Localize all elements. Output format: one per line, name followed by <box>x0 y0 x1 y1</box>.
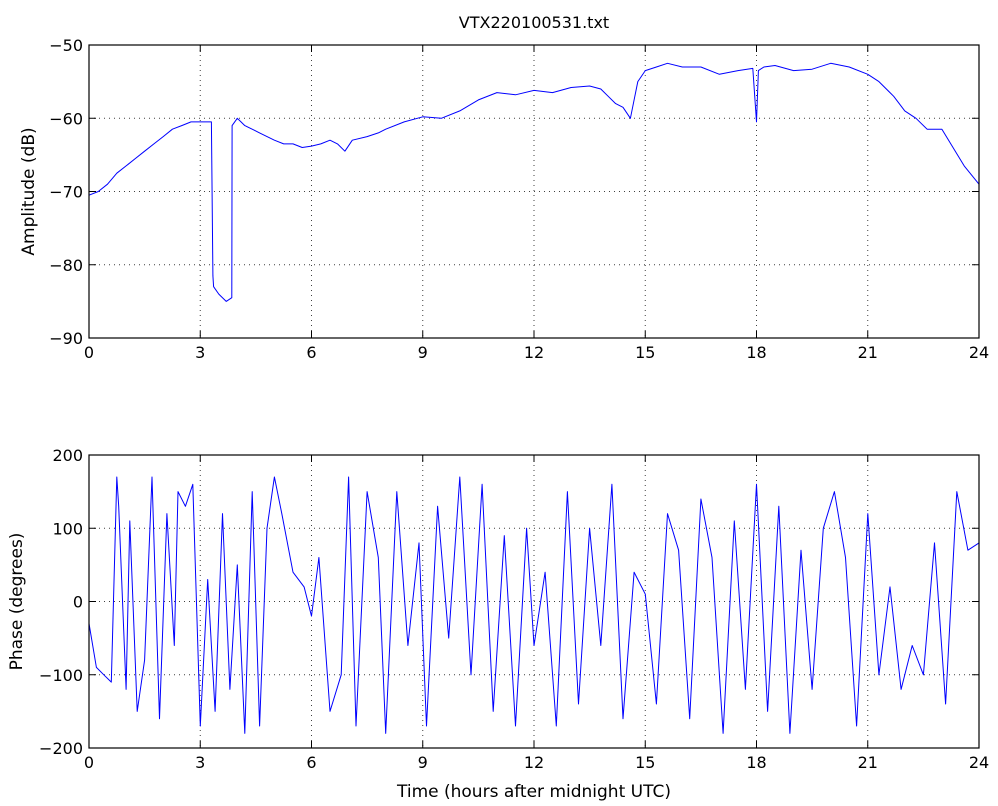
amplitude-grid <box>89 45 979 338</box>
amplitude-y-tick-label: −70 <box>49 183 83 202</box>
amplitude-series-layer <box>88 62 980 302</box>
amplitude-y-tick-label: −90 <box>49 329 83 348</box>
amplitude-y-tick-label: −50 <box>49 36 83 55</box>
phase-y-tick-label: 100 <box>52 519 83 538</box>
phase-series-layer <box>88 476 980 734</box>
amplitude-ticks: 0 3 6 9 12 15 18 21 24 −90 −80 −70 −60 −50 <box>49 36 989 362</box>
phase-series-line <box>88 476 980 734</box>
phase-x-tick-label: 24 <box>969 753 989 772</box>
amplitude-x-tick-label: 21 <box>858 343 878 362</box>
phase-x-tick-label: 12 <box>524 753 544 772</box>
chart-title: VTX220100531.txt <box>459 13 609 32</box>
phase-ticks: 0 3 6 9 12 15 18 21 24 −200 −100 0 100 200 <box>39 446 989 772</box>
phase-y-tick-label: 0 <box>73 593 83 612</box>
amplitude-x-tick-label: 15 <box>635 343 655 362</box>
phase-x-axis-label: Time (hours after midnight UTC) <box>396 782 671 802</box>
amplitude-y-tick-label: −60 <box>49 109 83 128</box>
amplitude-x-tick-label: 6 <box>306 343 316 362</box>
amplitude-x-tick-label: 24 <box>969 343 989 362</box>
amplitude-y-axis-label: Amplitude (dB) <box>19 127 39 255</box>
phase-panel: 0 3 6 9 12 15 18 21 24 −200 −100 0 100 200 Phase (deg… <box>7 446 989 802</box>
phase-y-tick-label: 200 <box>52 446 83 465</box>
phase-x-tick-label: 3 <box>195 753 205 772</box>
amplitude-panel: VTX220100531.txt 0 3 6 9 12 15 18 21 24 −90 −80 −70… <box>19 13 989 362</box>
phase-y-axis-label: Phase (degrees) <box>7 533 27 671</box>
phase-grid <box>89 455 979 748</box>
amplitude-x-tick-label: 0 <box>84 343 94 362</box>
amplitude-series-line <box>88 62 980 302</box>
phase-y-tick-label: −100 <box>39 666 83 685</box>
amplitude-y-tick-label: −80 <box>49 256 83 275</box>
phase-x-tick-label: 6 <box>306 753 316 772</box>
phase-y-tick-label: −200 <box>39 739 83 758</box>
phase-x-tick-label: 9 <box>418 753 428 772</box>
phase-x-tick-label: 18 <box>746 753 766 772</box>
phase-x-tick-label: 15 <box>635 753 655 772</box>
phase-x-tick-label: 0 <box>84 753 94 772</box>
amplitude-x-tick-label: 18 <box>746 343 766 362</box>
amplitude-x-tick-label: 3 <box>195 343 205 362</box>
amplitude-x-tick-label: 12 <box>524 343 544 362</box>
amplitude-x-tick-label: 9 <box>418 343 428 362</box>
phase-x-tick-label: 21 <box>858 753 878 772</box>
